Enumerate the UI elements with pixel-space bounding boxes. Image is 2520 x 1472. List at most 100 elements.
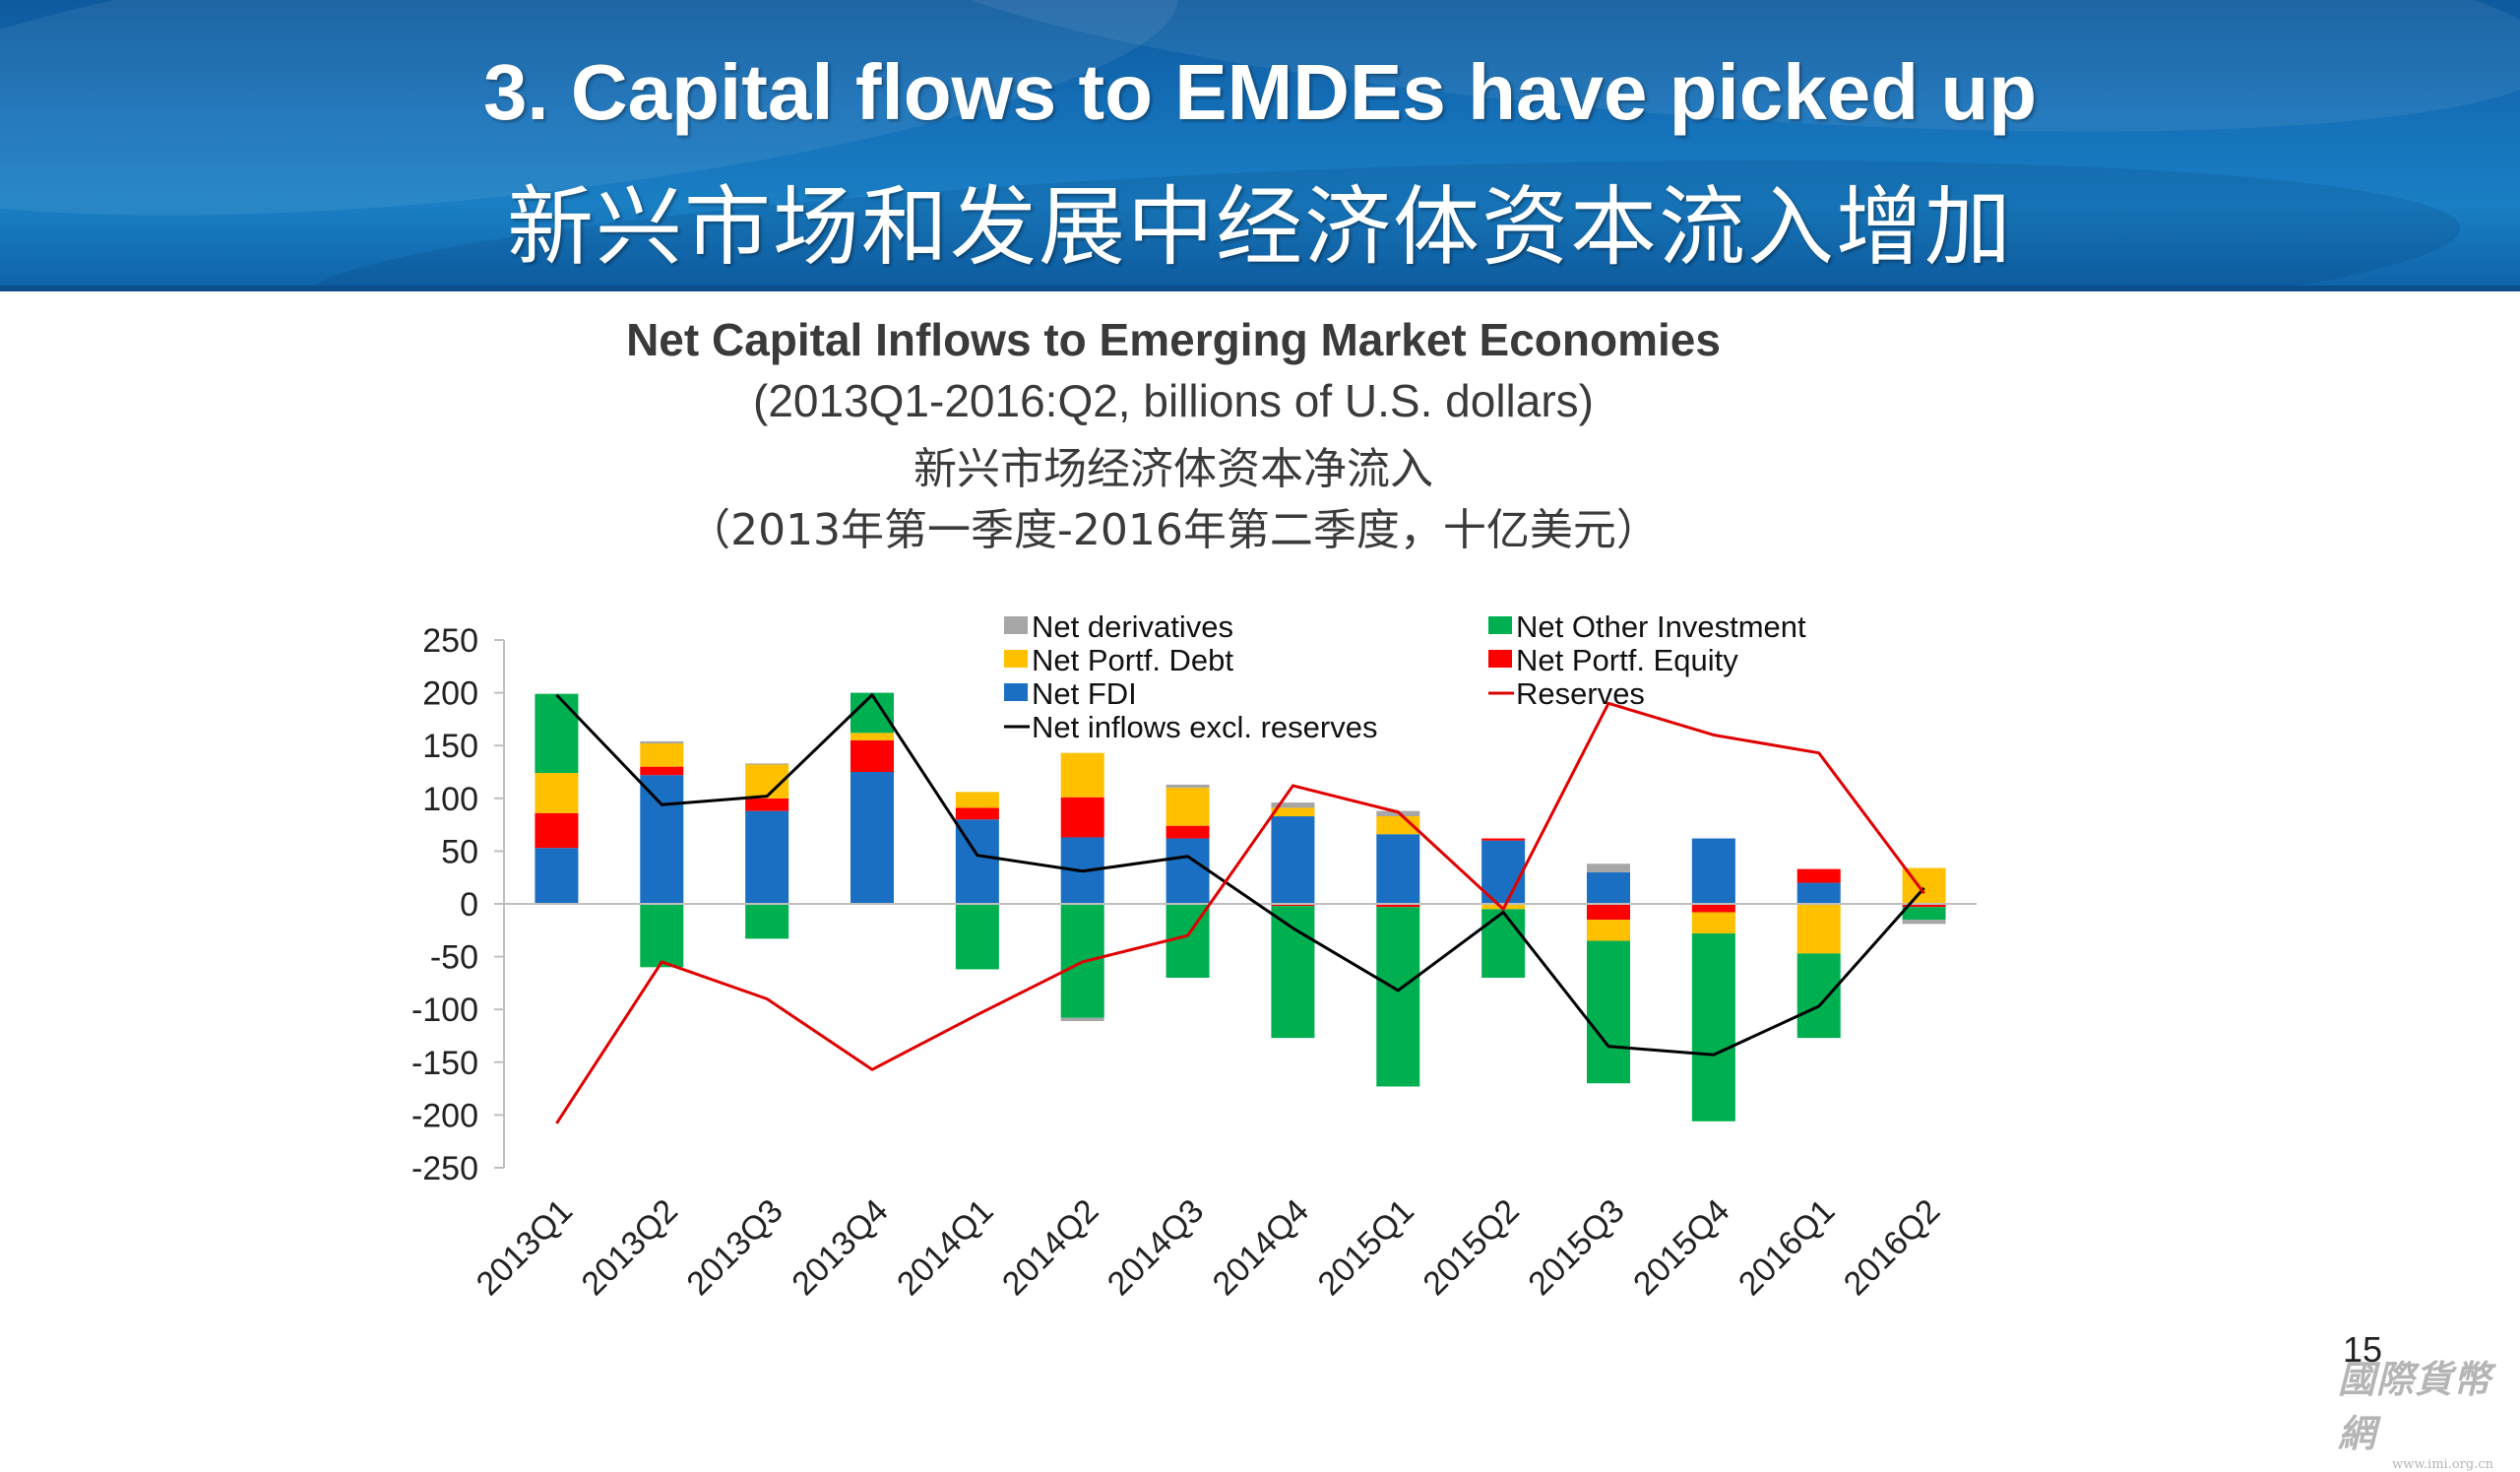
- bar-portfolio-equity: [850, 739, 894, 772]
- bar-portfolio-debt: [955, 792, 999, 808]
- bar-portfolio-debt: [1060, 752, 1104, 798]
- x-tick-label: 2015Q4: [1626, 1192, 1736, 1303]
- legend-label: Net Portf. Equity: [1516, 643, 1738, 677]
- y-tick-label: -100: [411, 992, 478, 1029]
- bar-fdi: [850, 772, 894, 904]
- chart-subtitle: (2013Q1-2016:Q2, billions of U.S. dollar…: [753, 375, 1594, 426]
- bar-portfolio-debt: [1587, 920, 1630, 941]
- bar-portfolio-equity: [1691, 904, 1735, 913]
- bar-portfolio-equity: [1587, 904, 1630, 921]
- bar-portfolio-equity: [1902, 904, 1946, 908]
- bar-portfolio-equity: [1481, 838, 1526, 841]
- x-tick-label: 2015Q2: [1416, 1192, 1526, 1303]
- chart-subtitle-chinese: （2013年第一季度-2016年第二季度，十亿美元）: [687, 505, 1660, 555]
- x-tick-label: 2016Q2: [1837, 1192, 1947, 1303]
- bar-portfolio-equity: [1060, 797, 1104, 838]
- y-tick-label: 100: [422, 781, 478, 818]
- x-tick-label: 2013Q2: [575, 1192, 685, 1303]
- y-tick-label: 250: [422, 622, 478, 660]
- watermark-url: www.imi.org.cn: [2392, 1457, 2493, 1472]
- bar-other-investment: [1376, 907, 1420, 1087]
- x-tick-label: 2013Q3: [679, 1192, 789, 1303]
- bar-derivatives: [1271, 802, 1315, 808]
- bar-fdi: [640, 775, 684, 904]
- bar-other-investment: [1587, 940, 1630, 1084]
- bar-portfolio-equity: [1376, 904, 1420, 908]
- x-tick-label: 2014Q4: [1206, 1192, 1316, 1303]
- bar-fdi: [1587, 871, 1630, 904]
- legend-label: Net FDI: [1032, 676, 1137, 711]
- legend-label: Net Portf. Debt: [1032, 643, 1233, 677]
- y-tick-label: -50: [430, 939, 478, 977]
- bar-other-investment: [640, 904, 684, 968]
- bar-other-investment: [1902, 907, 1946, 921]
- bar-portfolio-equity: [1271, 904, 1315, 907]
- bar-other-investment: [535, 693, 579, 774]
- legend-swatch-fdi: [1004, 683, 1028, 701]
- bar-fdi: [1376, 834, 1420, 904]
- bar-portfolio-equity: [640, 766, 684, 776]
- bar-other-investment: [850, 692, 894, 734]
- chart-title-chinese: 新兴市场经济体资本净流入: [914, 444, 1433, 494]
- legend-swatch-other-investment: [1488, 616, 1512, 634]
- bar-other-investment: [1271, 906, 1315, 1039]
- title-banner: 3. Capital flows to EMDEs have picked up…: [0, 0, 2520, 291]
- bar-portfolio-debt: [640, 743, 684, 767]
- legend-label: Reserves: [1516, 676, 1645, 711]
- line-reserves: [555, 701, 1925, 1124]
- x-tick-label: 2013Q1: [470, 1192, 580, 1303]
- bar-fdi: [535, 848, 579, 904]
- x-tick-label: 2015Q3: [1521, 1192, 1631, 1303]
- bar-fdi: [1166, 838, 1210, 904]
- y-tick-label: 50: [441, 833, 478, 870]
- x-tick-label: 2014Q3: [1101, 1192, 1211, 1303]
- x-tick-label: 2015Q1: [1311, 1192, 1421, 1303]
- slide-title: 3. Capital flows to EMDEs have picked up: [482, 48, 2038, 136]
- x-tick-label: 2013Q4: [785, 1192, 895, 1303]
- bar-portfolio-debt: [1796, 904, 1841, 954]
- bar-other-investment: [1481, 909, 1526, 979]
- legend-label: Net inflows excl. reserves: [1032, 710, 1377, 744]
- bar-fdi: [1691, 838, 1735, 904]
- y-tick-label: -250: [411, 1150, 478, 1187]
- line-layer: [555, 693, 1925, 1124]
- legend-label: Net Other Investment: [1516, 609, 1806, 644]
- bar-portfolio-debt: [1166, 788, 1210, 826]
- bar-fdi: [1481, 840, 1526, 904]
- y-tick-label: -150: [411, 1045, 478, 1082]
- bar-portfolio-equity: [1796, 868, 1841, 883]
- legend-swatch-portfolio-debt: [1004, 650, 1028, 668]
- bar-fdi: [1796, 882, 1841, 904]
- bar-derivatives: [1166, 784, 1210, 789]
- y-tick-label: 150: [422, 728, 478, 765]
- bar-derivatives: [1060, 1017, 1104, 1021]
- banner-divider: [0, 286, 2520, 291]
- watermark-text: 國際貨幣網: [2338, 1357, 2492, 1455]
- legend-swatch-derivatives: [1004, 616, 1028, 634]
- bar-derivatives: [745, 763, 789, 765]
- bar-portfolio-equity: [535, 812, 579, 849]
- x-tick-label: 2016Q1: [1732, 1192, 1842, 1303]
- bar-derivatives: [1902, 920, 1946, 925]
- x-tick-label: 2014Q1: [890, 1192, 1000, 1303]
- line-net-inflows: [555, 693, 1925, 1056]
- page-number: 15: [2343, 1329, 2383, 1370]
- bar-portfolio-debt: [535, 773, 579, 813]
- y-tick-label: 0: [460, 886, 478, 924]
- legend-label: Net derivatives: [1032, 609, 1233, 644]
- bar-fdi: [1271, 816, 1315, 904]
- bar-fdi: [745, 810, 789, 904]
- bar-layer: [535, 692, 1946, 1121]
- bar-portfolio-equity: [955, 807, 999, 820]
- chart-title: Net Capital Inflows to Emerging Market E…: [626, 314, 1721, 365]
- y-tick-label: -200: [411, 1097, 478, 1134]
- bar-other-investment: [1691, 933, 1735, 1121]
- bar-portfolio-equity: [1166, 825, 1210, 839]
- bar-portfolio-debt: [1691, 912, 1735, 934]
- bar-derivatives: [640, 740, 684, 744]
- slide-title-chinese: 新兴市场和发展中经济体资本流入增加: [506, 176, 2013, 278]
- bar-other-investment: [1796, 953, 1841, 1039]
- bar-other-investment: [955, 904, 999, 970]
